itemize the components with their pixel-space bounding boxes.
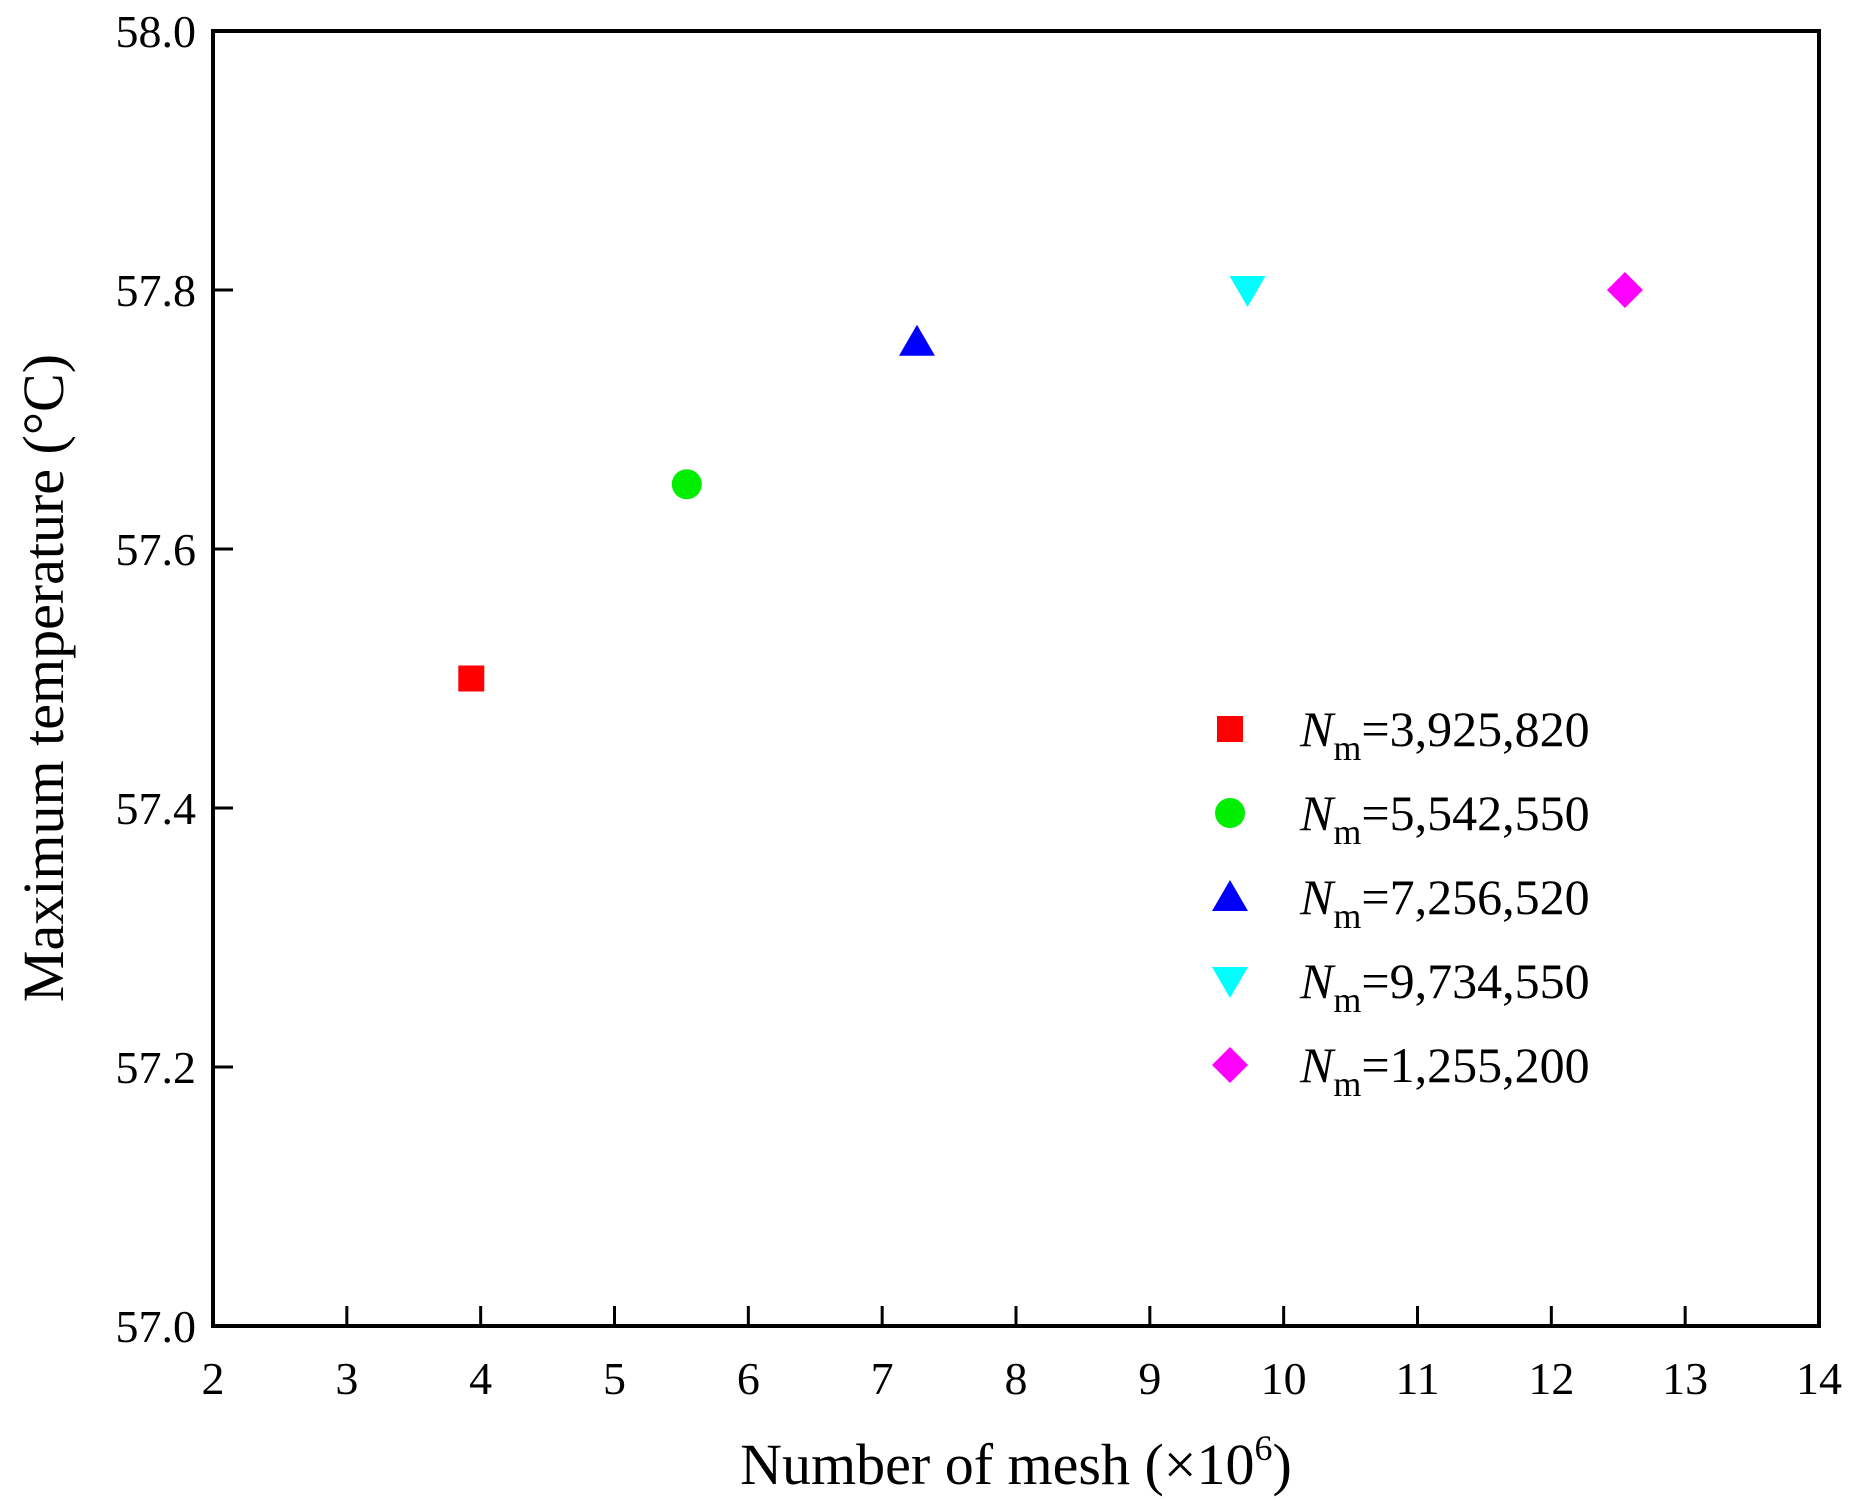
legend-label: Nm=7,256,520 xyxy=(1299,869,1590,936)
data-point-square xyxy=(458,665,485,692)
legend-item: Nm=7,256,520 xyxy=(1212,869,1590,936)
legend-marker-triangle-down xyxy=(1212,967,1248,998)
x-tick-label: 9 xyxy=(1138,1353,1161,1404)
data-point-triangle-up xyxy=(898,324,935,356)
x-tick-label: 14 xyxy=(1796,1353,1842,1404)
y-tick-label: 57.8 xyxy=(116,265,197,316)
x-tick-label: 2 xyxy=(202,1353,225,1404)
y-tick-label: 58.0 xyxy=(116,6,197,57)
y-tick-label: 57.0 xyxy=(116,1301,197,1352)
data-point-diamond xyxy=(1606,272,1643,308)
x-tick-label: 10 xyxy=(1261,1353,1307,1404)
legend-label: Nm=1,255,200 xyxy=(1299,1037,1590,1104)
x-axis-title: Number of mesh (×106) xyxy=(740,1428,1292,1497)
legend-label: Nm=9,734,550 xyxy=(1299,953,1590,1020)
data-point-triangle-down xyxy=(1229,276,1266,307)
x-tick-label: 3 xyxy=(335,1353,358,1404)
legend-marker-triangle-up xyxy=(1212,880,1248,911)
x-axis-ticks: 2 3 4 5 6 7 8 9 10 11 12 13 14 xyxy=(202,1306,1842,1404)
plot-area xyxy=(211,29,1821,1328)
x-tick-label: 7 xyxy=(871,1353,894,1404)
legend-marker-circle xyxy=(1215,798,1245,828)
legend-label: Nm=5,542,550 xyxy=(1299,785,1590,852)
y-tick-label: 57.4 xyxy=(116,783,197,834)
x-tick-label: 4 xyxy=(469,1353,492,1404)
y-tick-label: 57.6 xyxy=(116,524,197,575)
legend-label: Nm=3,925,820 xyxy=(1299,701,1590,768)
x-tick-label: 12 xyxy=(1528,1353,1574,1404)
y-axis-title: Maximum temperature (°C) xyxy=(11,354,76,1002)
y-tick-label: 57.2 xyxy=(116,1042,197,1093)
legend-marker-diamond xyxy=(1212,1047,1248,1083)
legend: Nm=3,925,820 Nm=5,542,550 Nm=7,256,520 Nm=9… xyxy=(1212,701,1590,1104)
legend-item: Nm=3,925,820 xyxy=(1217,701,1590,768)
x-tick-label: 5 xyxy=(603,1353,626,1404)
data-point-circle xyxy=(671,469,702,500)
x-tick-label: 6 xyxy=(737,1353,760,1404)
legend-item: Nm=9,734,550 xyxy=(1212,953,1590,1020)
x-tick-label: 11 xyxy=(1395,1353,1439,1404)
y-axis-ticks: 57.0 57.2 57.4 57.6 57.8 58.0 xyxy=(116,6,233,1352)
legend-item: Nm=5,542,550 xyxy=(1215,785,1590,852)
data-points xyxy=(458,272,1643,692)
legend-marker-square xyxy=(1217,716,1243,742)
x-tick-label: 13 xyxy=(1662,1353,1708,1404)
legend-item: Nm=1,255,200 xyxy=(1212,1037,1590,1104)
x-tick-label: 8 xyxy=(1005,1353,1028,1404)
